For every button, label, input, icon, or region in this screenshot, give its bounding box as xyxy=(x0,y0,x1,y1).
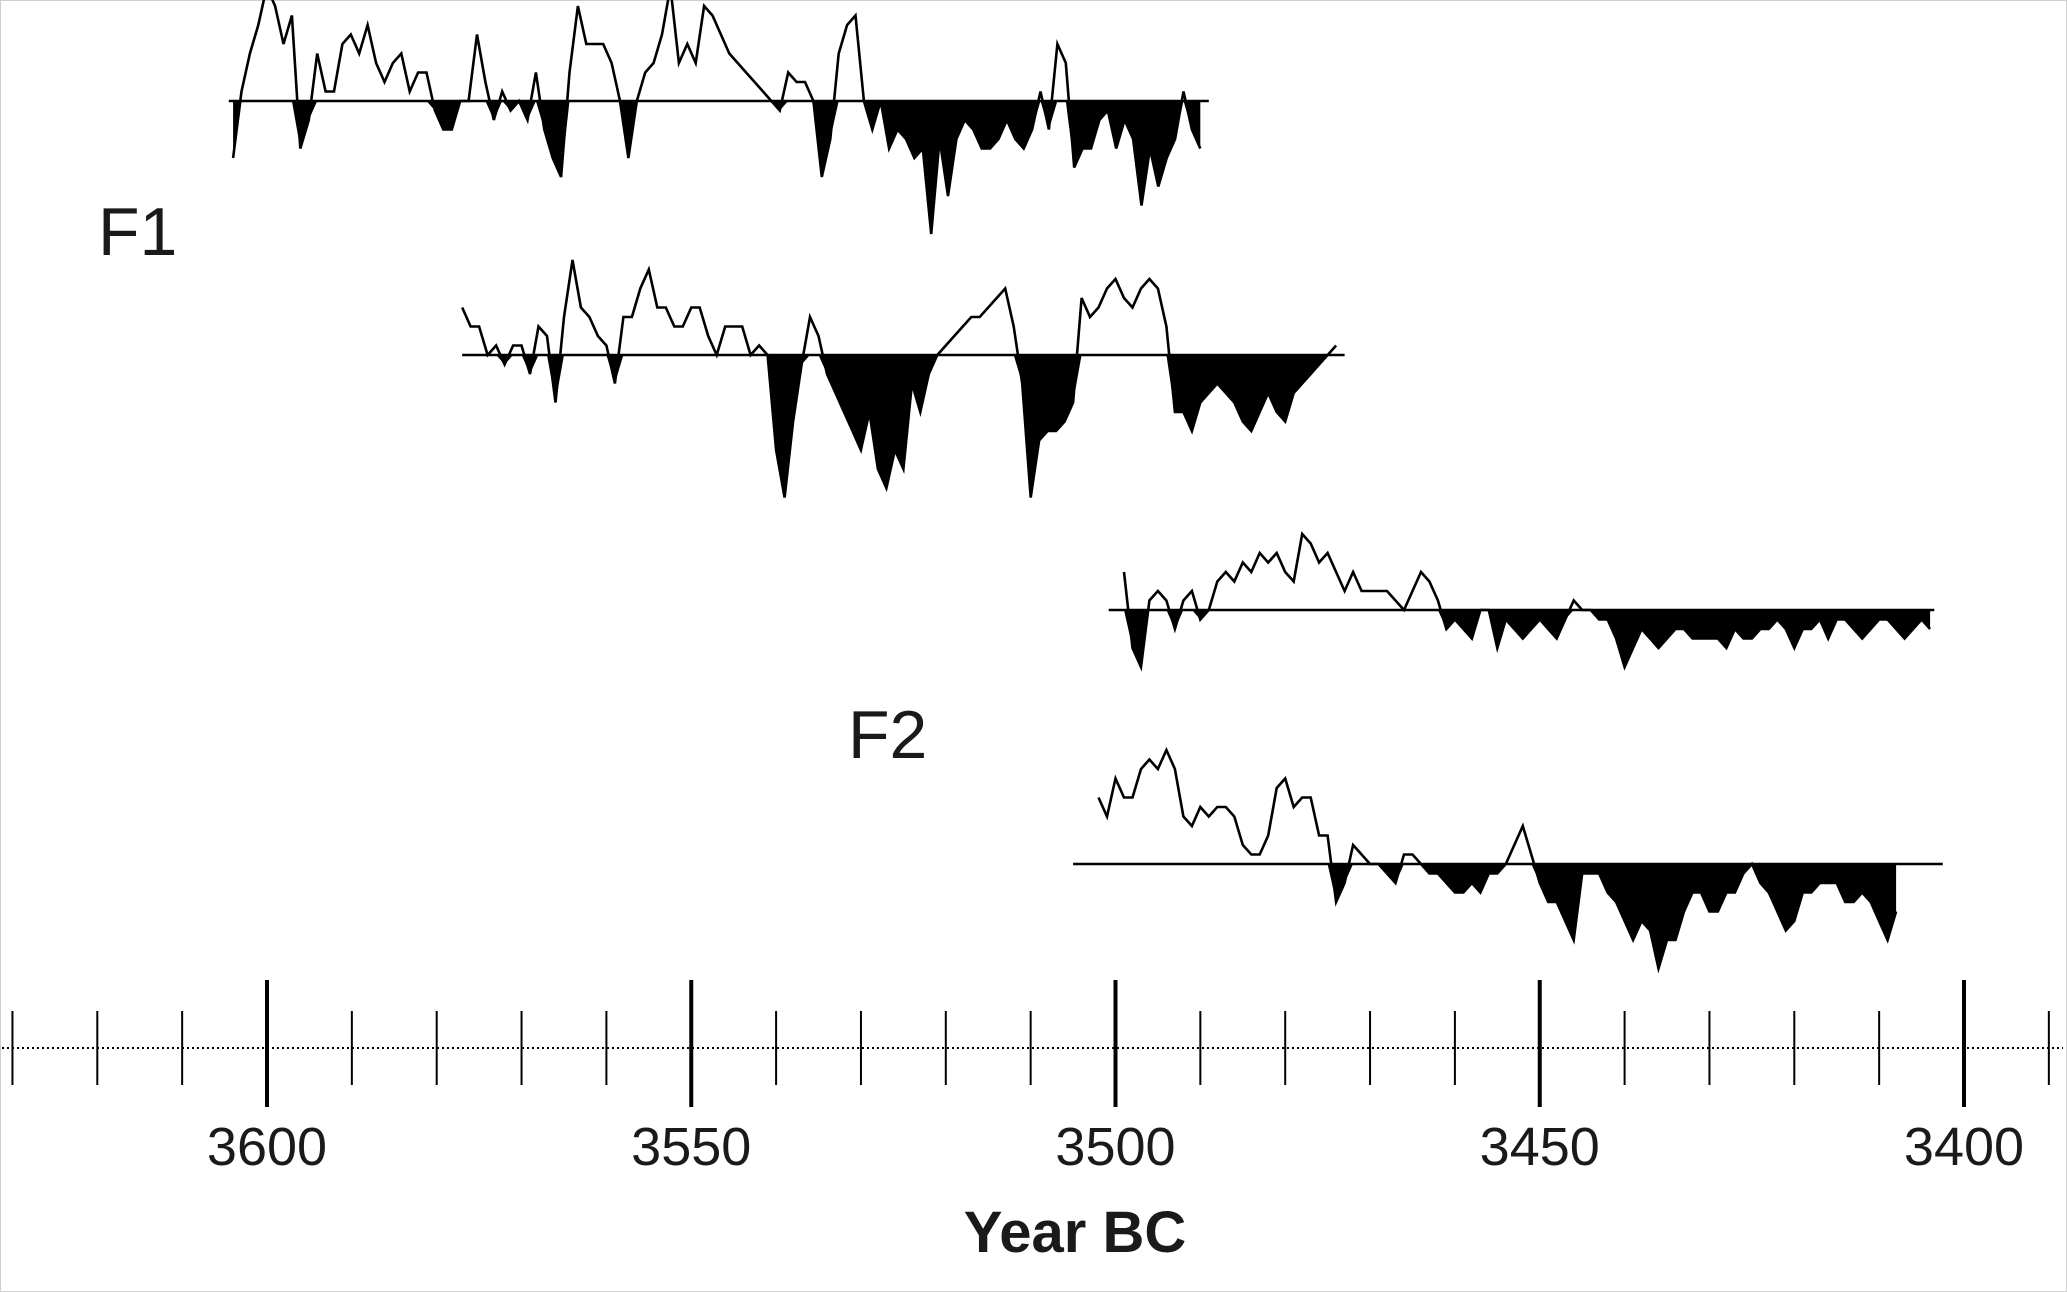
x-axis-title: Year BC xyxy=(964,1200,1186,1265)
series-line xyxy=(1122,531,1932,672)
group-label-f1: F1 xyxy=(98,194,177,270)
series-layer xyxy=(228,0,1943,974)
x-axis-tick-labels: 3600 3550 3500 3450 3400 xyxy=(207,1117,2024,1177)
series-line xyxy=(1097,746,1898,974)
series-1 xyxy=(228,0,1209,235)
group-labels: F1 F2 xyxy=(98,194,927,773)
series-line xyxy=(461,259,1338,498)
series-4 xyxy=(1073,746,1943,974)
x-tick-label: 3550 xyxy=(631,1117,751,1177)
series-2 xyxy=(461,259,1345,498)
series-fill-below-baseline xyxy=(233,101,1201,234)
x-tick-label: 3600 xyxy=(207,1117,327,1177)
x-tick-label: 3500 xyxy=(1055,1117,1175,1177)
x-tick-label: 3450 xyxy=(1480,1117,1600,1177)
x-tick-label: 3400 xyxy=(1904,1117,2024,1177)
series-fill-below-baseline xyxy=(1098,864,1897,969)
x-axis-ticks xyxy=(11,980,2050,1107)
series-3 xyxy=(1108,531,1935,672)
group-label-f2: F2 xyxy=(848,697,927,773)
series-line xyxy=(231,0,1202,235)
series-fill-below-baseline xyxy=(1124,610,1931,667)
x-axis: 3600 3550 3500 3450 3400 Year BC xyxy=(2,980,2063,1265)
series-fill-below-baseline xyxy=(462,355,1337,498)
